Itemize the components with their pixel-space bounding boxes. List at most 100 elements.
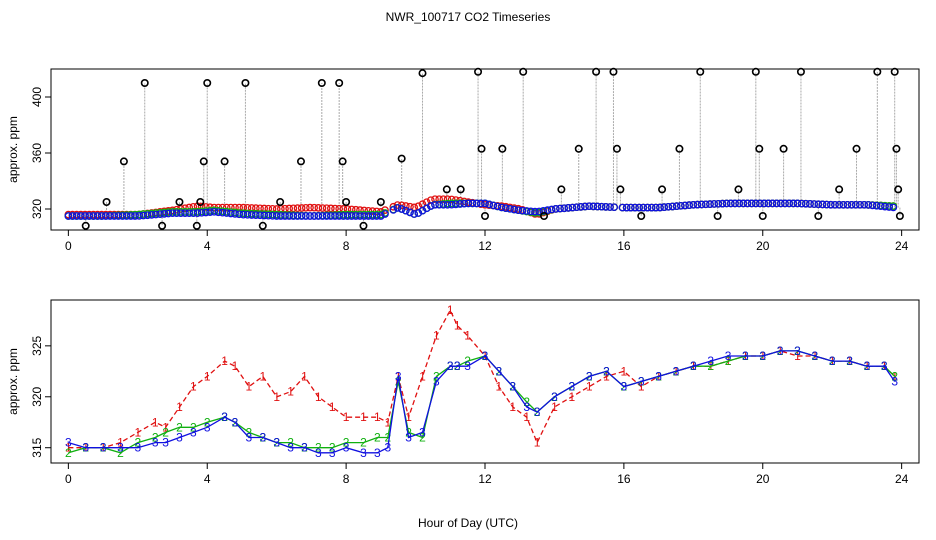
series-blue-point	[310, 212, 319, 220]
flask-point	[574, 144, 583, 153]
flask-point	[258, 221, 267, 230]
series-blue-point	[306, 212, 314, 220]
flask-point	[779, 144, 788, 153]
series-2-marker: 2	[360, 436, 367, 450]
flask-point	[873, 67, 882, 76]
series-blue-point	[764, 199, 773, 208]
series-blue-point	[801, 199, 810, 208]
series-1-marker: 1	[794, 349, 801, 363]
series-3-marker: 3	[534, 405, 541, 419]
series-3-marker: 3	[273, 436, 280, 450]
series-blue-point	[301, 212, 310, 220]
series-3-marker: 3	[707, 354, 714, 368]
flask-point	[713, 212, 722, 221]
series-blue-point	[756, 199, 764, 208]
series-blue-point	[131, 212, 139, 220]
flask-point	[196, 198, 205, 207]
top-x-tick-label: 12	[478, 239, 492, 253]
series-1-marker: 1	[603, 369, 610, 383]
series-3-marker: 3	[725, 349, 732, 363]
series-blue-point	[372, 212, 381, 220]
series-blue-point	[668, 202, 677, 211]
series-2-marker: 2	[464, 354, 471, 368]
flask-point	[359, 221, 368, 230]
series-blue-point	[585, 202, 594, 211]
series-1-marker: 1	[586, 380, 593, 394]
series-3-marker: 3	[638, 375, 645, 389]
series-blue-point	[339, 212, 348, 220]
flask-point	[338, 157, 347, 166]
top-x-tick-label: 8	[343, 239, 350, 253]
flask-point	[203, 79, 212, 88]
flask-point	[814, 212, 823, 221]
top-x-tick-label: 20	[756, 239, 770, 253]
series-3-marker: 3	[287, 441, 294, 455]
flask-point	[480, 212, 489, 221]
series-3-marker: 3	[301, 441, 308, 455]
series-3-marker: 3	[329, 446, 336, 460]
flask-point	[192, 221, 201, 230]
series-1-marker: 1	[287, 385, 294, 399]
series-blue-point	[826, 200, 835, 209]
series-red-point	[431, 195, 439, 204]
series-2-marker: 2	[287, 436, 294, 450]
series-3-marker: 3	[777, 344, 784, 358]
series-3-marker: 3	[190, 425, 197, 439]
series-blue-point	[335, 212, 344, 220]
series-blue-point	[760, 199, 768, 208]
series-blue-point	[476, 199, 485, 208]
series-blue-point	[872, 201, 881, 210]
bottom-y-tick-label: 325	[30, 336, 44, 356]
top-panel-axes: 0 4 8 12 16 20 24 320 360 400	[30, 87, 909, 253]
series-3-marker: 3	[232, 415, 239, 429]
series-blue-point	[331, 212, 339, 220]
series-blue-point	[651, 203, 660, 212]
series-blue-point	[718, 199, 727, 208]
series-1-marker: 1	[405, 410, 412, 424]
series-blue-point	[68, 212, 77, 220]
series-blue-point	[285, 212, 294, 220]
series-blue-point	[247, 211, 256, 219]
series-blue-point	[560, 204, 569, 213]
series-blue-point	[497, 203, 506, 212]
series-blue-point	[747, 199, 756, 208]
series-blue-point	[676, 201, 685, 210]
series-2-marker: 2	[891, 369, 898, 383]
series-blue-point	[589, 202, 598, 211]
series-1-marker: 1	[176, 400, 183, 414]
series-blue-point	[831, 200, 839, 209]
series-3-marker: 3	[482, 349, 489, 363]
flask-point	[376, 198, 385, 207]
flask-point	[557, 185, 566, 194]
flask-point	[317, 79, 326, 88]
series-2-marker: 2	[117, 446, 124, 460]
series-red-point	[439, 195, 448, 204]
series-1-marker: 1	[343, 410, 350, 424]
series-3-marker: 3	[864, 359, 871, 373]
series-blue-point	[618, 203, 627, 212]
series-blue-point	[193, 209, 202, 217]
series-1-marker: 1	[638, 380, 645, 394]
series-blue-point	[318, 212, 327, 220]
series-1-marker: 1	[162, 420, 169, 434]
series-1-marker: 1	[152, 415, 159, 429]
series-blue-point	[164, 209, 173, 218]
series-blue-point	[435, 200, 444, 209]
series-3-marker: 3	[419, 425, 426, 439]
flask-point	[637, 212, 646, 221]
flask-point	[140, 79, 149, 88]
series-blue-point	[751, 199, 760, 208]
series-blue-point	[485, 200, 494, 209]
series-3-marker: 3	[464, 359, 471, 373]
series-blue-point	[364, 212, 373, 220]
flask-point	[477, 144, 486, 153]
series-2-marker: 2	[162, 425, 169, 439]
series-blue-point	[439, 200, 448, 209]
series-blue-point	[251, 211, 260, 220]
series-3-marker: 3	[568, 380, 575, 394]
top-y-tick-label: 360	[30, 143, 44, 163]
flask-point	[592, 67, 601, 76]
series-blue	[64, 199, 898, 220]
